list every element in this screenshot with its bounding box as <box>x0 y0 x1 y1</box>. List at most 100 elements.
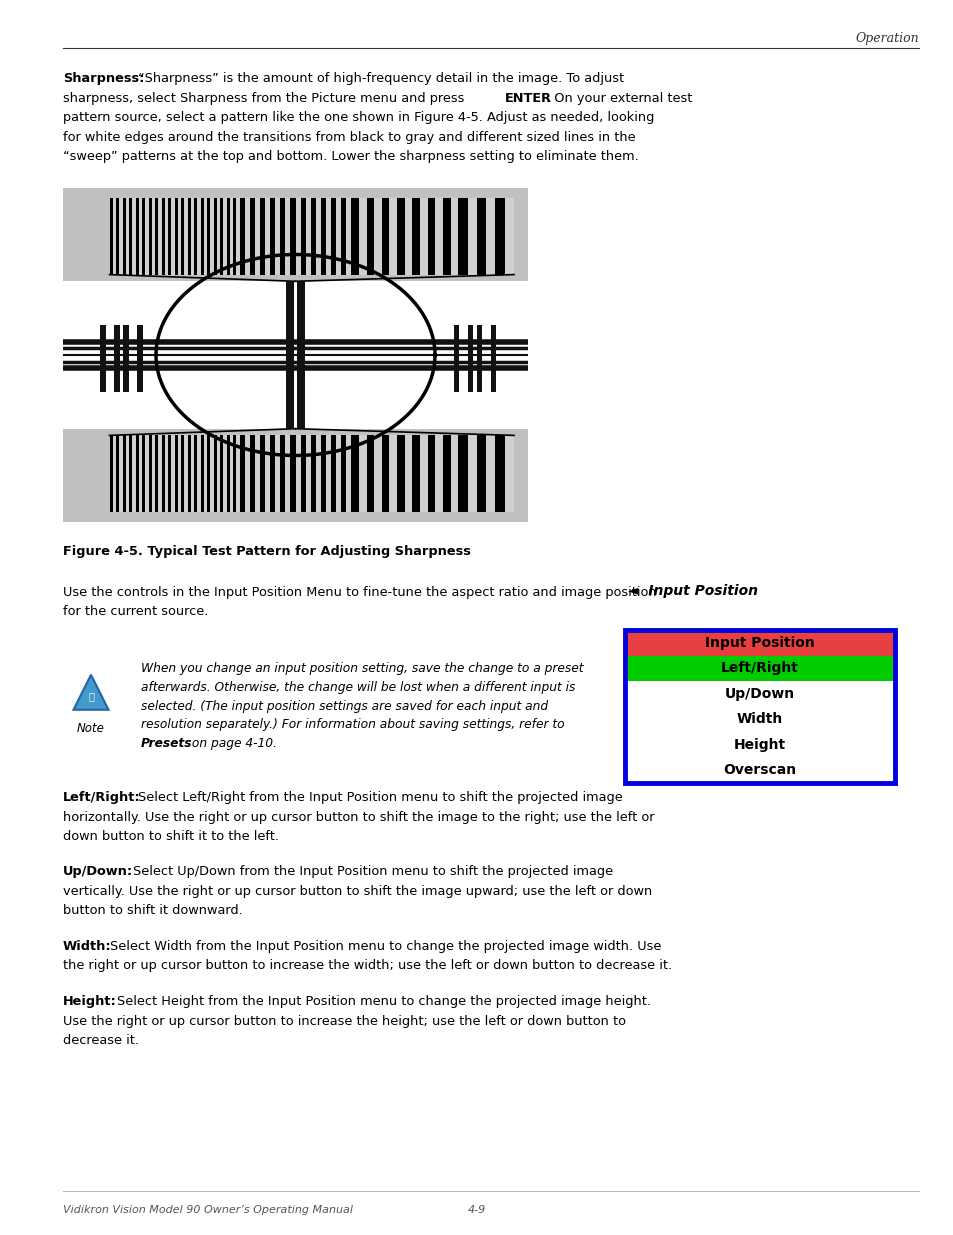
Bar <box>435 198 442 274</box>
Text: Left/Right: Left/Right <box>720 661 798 676</box>
Text: afterwards. Otherwise, the change will be lost when a different input is: afterwards. Otherwise, the change will b… <box>141 680 575 694</box>
Bar <box>624 630 894 783</box>
Bar <box>132 198 135 274</box>
Bar <box>116 198 119 274</box>
Bar <box>149 436 152 513</box>
Bar <box>326 436 331 513</box>
Text: the right or up cursor button to increase the width; use the left or down button: the right or up cursor button to increas… <box>63 960 672 972</box>
Bar <box>63 429 527 522</box>
Bar <box>374 198 381 274</box>
Text: Left/Right:: Left/Right: <box>63 790 140 804</box>
Bar <box>177 436 181 513</box>
Bar <box>467 198 476 274</box>
Bar <box>346 436 351 513</box>
Bar <box>138 436 142 513</box>
Bar <box>290 198 295 274</box>
Bar <box>389 436 396 513</box>
Text: Up/Down:: Up/Down: <box>63 866 133 878</box>
Bar <box>149 198 152 274</box>
Bar <box>204 436 207 513</box>
Bar <box>152 198 155 274</box>
Bar <box>63 188 527 282</box>
Bar <box>254 198 260 274</box>
Bar <box>137 345 143 372</box>
Bar <box>158 436 161 513</box>
Bar <box>295 436 300 513</box>
Text: “sweep” patterns at the top and bottom. Lower the sharpness setting to eliminate: “sweep” patterns at the top and bottom. … <box>63 149 639 163</box>
Bar <box>168 198 172 274</box>
Bar <box>155 198 158 274</box>
Bar <box>495 198 504 274</box>
Bar <box>427 198 435 274</box>
Text: for white edges around the transitions from black to gray and different sized li: for white edges around the transitions f… <box>63 131 635 143</box>
Bar <box>381 198 389 274</box>
Text: ◄  Input Position: ◄ Input Position <box>627 583 758 598</box>
Bar <box>126 198 129 274</box>
Bar <box>137 375 143 391</box>
Bar <box>366 198 374 274</box>
Bar <box>123 325 129 342</box>
Bar <box>358 436 366 513</box>
Bar <box>142 198 145 274</box>
Bar <box>181 198 184 274</box>
Text: ENTER: ENTER <box>504 91 552 105</box>
Bar <box>135 436 138 513</box>
Bar <box>260 436 265 513</box>
Text: ISF: ISF <box>645 719 667 731</box>
Bar <box>132 436 135 513</box>
Bar <box>114 345 120 372</box>
Text: ✋: ✋ <box>88 692 93 701</box>
Text: vertically. Use the right or up cursor button to shift the image upward; use the: vertically. Use the right or up cursor b… <box>63 885 652 898</box>
Bar <box>419 436 427 513</box>
Bar <box>270 198 274 274</box>
Bar <box>490 375 496 391</box>
Bar <box>315 198 320 274</box>
Bar <box>123 375 129 391</box>
Bar <box>341 198 346 274</box>
Text: Note: Note <box>77 721 105 735</box>
Bar <box>624 706 894 732</box>
Bar <box>412 436 419 513</box>
Bar <box>135 198 138 274</box>
Bar <box>142 436 145 513</box>
Text: Select Up/Down from the Input Position menu to shift the projected image: Select Up/Down from the Input Position m… <box>132 866 613 878</box>
Bar <box>239 436 245 513</box>
Bar <box>486 198 495 274</box>
Bar <box>341 436 346 513</box>
Bar <box>404 198 412 274</box>
Text: 4-9: 4-9 <box>467 1205 486 1215</box>
Bar <box>285 198 290 274</box>
Bar <box>504 436 514 513</box>
Bar <box>476 325 482 342</box>
Bar <box>457 198 467 274</box>
Bar <box>442 436 450 513</box>
Bar <box>476 345 482 372</box>
Bar <box>374 436 381 513</box>
Text: on page 4-10.: on page 4-10. <box>188 737 276 750</box>
Bar <box>486 436 495 513</box>
Bar <box>274 198 280 274</box>
Bar <box>467 436 476 513</box>
Bar <box>490 325 496 342</box>
Text: Width: Width <box>736 713 782 726</box>
Bar <box>476 198 486 274</box>
Bar <box>320 198 326 274</box>
Bar <box>624 757 894 783</box>
Bar <box>270 436 274 513</box>
Bar <box>191 198 193 274</box>
Bar <box>100 325 106 342</box>
Bar <box>457 436 467 513</box>
Bar <box>161 198 165 274</box>
Bar <box>138 198 142 274</box>
Bar <box>453 325 458 342</box>
Bar <box>177 198 181 274</box>
Bar <box>300 436 305 513</box>
Bar <box>260 198 265 274</box>
Bar <box>311 436 315 513</box>
Bar <box>188 436 191 513</box>
Bar <box>126 436 129 513</box>
Bar <box>290 436 295 513</box>
Bar <box>137 335 143 382</box>
Bar <box>184 198 188 274</box>
Polygon shape <box>73 674 109 710</box>
